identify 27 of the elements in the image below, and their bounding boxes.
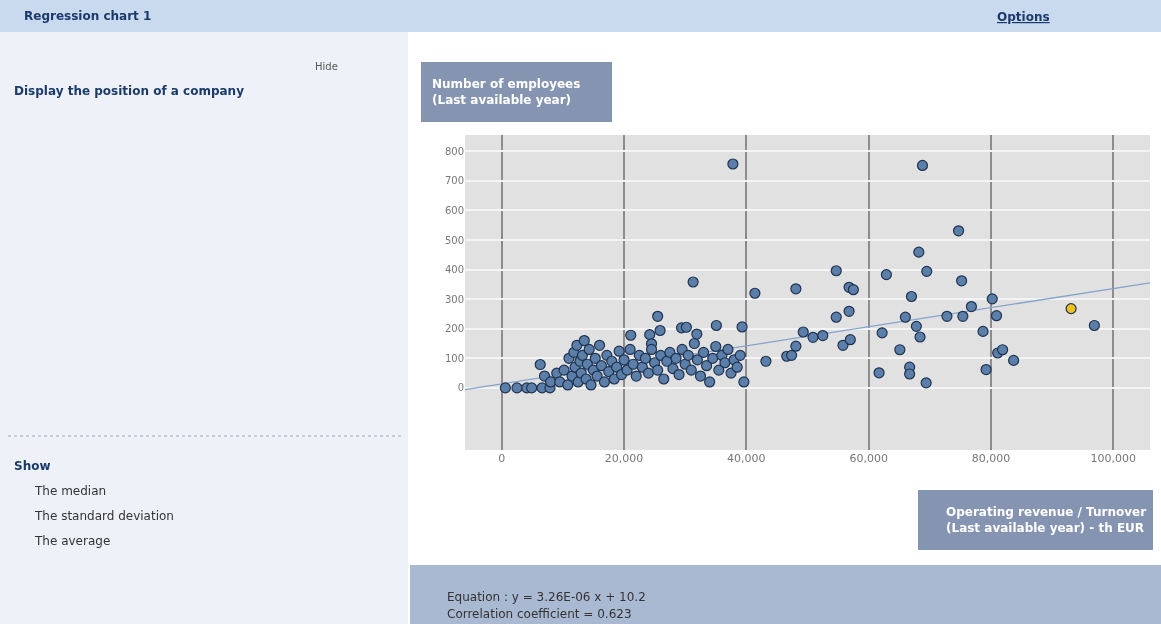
text: Options	[997, 10, 1050, 24]
y-tick-label: 0	[457, 382, 464, 394]
y-tick-label: 800	[444, 145, 464, 157]
text: The average	[34, 534, 111, 548]
text: Equation : y = 3.26E-06 x + 10.2	[447, 590, 646, 604]
y-tick-label: 300	[444, 293, 464, 305]
y-tick-label: 600	[444, 204, 464, 216]
y-tick-label: 500	[444, 234, 464, 246]
x-tick-label: 20,000	[604, 452, 644, 465]
x-axis-title: Operating revenue / Turnover (Last available year) - th EUR	[946, 505, 1147, 535]
y-tick-label: 400	[444, 264, 464, 276]
text: Show	[14, 459, 51, 473]
text: Correlation coefficient = 0.623	[447, 607, 632, 621]
x-tick-label: 40,000	[727, 452, 766, 465]
x-tick-label: 80,000	[971, 452, 1011, 465]
x-tick-label: 0	[498, 452, 506, 465]
text: Hide	[315, 61, 338, 72]
x-tick-label: 60,000	[849, 452, 888, 465]
text: Display the position of a company	[14, 84, 245, 98]
text: Regression chart 1	[24, 9, 152, 23]
y-tick-label: 200	[444, 323, 464, 335]
text: The standard deviation	[34, 509, 174, 523]
y-tick-label: 100	[444, 352, 464, 364]
y-tick-label: 700	[444, 175, 464, 187]
x-tick-label: 100,000	[1090, 452, 1137, 465]
text: The median	[34, 484, 107, 498]
y-axis-title: Number of employees (Last available year)	[432, 77, 581, 107]
